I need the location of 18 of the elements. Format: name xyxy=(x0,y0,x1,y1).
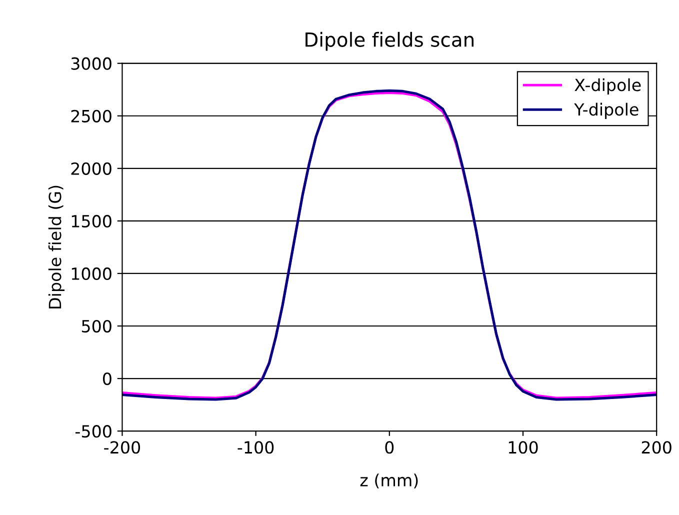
y-tick-label: -500 xyxy=(75,425,112,438)
x-tick-label: -200 xyxy=(104,441,140,454)
x-axis-title: z (mm) xyxy=(360,474,418,488)
y-axis-title: Dipole field (G) xyxy=(48,186,65,308)
legend-label: Y-dipole xyxy=(574,102,638,119)
y-tick-label: 2500 xyxy=(71,110,112,122)
y-tick-label: 500 xyxy=(82,320,112,333)
legend-label: X-dipole xyxy=(574,78,641,94)
x-tick-label: 0 xyxy=(385,441,394,454)
x-tick-label: 100 xyxy=(508,441,538,454)
y-tick-label: 0 xyxy=(102,372,112,386)
chart-title: Dipole fields scan xyxy=(306,32,474,51)
x-tick-label: 200 xyxy=(642,441,672,454)
y-tick-label: 1500 xyxy=(72,214,112,228)
y-tick-label: 2000 xyxy=(71,162,112,175)
x-tick-label: -100 xyxy=(238,441,274,454)
y-tick-label: 1000 xyxy=(72,267,112,280)
y-tick-label: 3000 xyxy=(71,57,112,70)
